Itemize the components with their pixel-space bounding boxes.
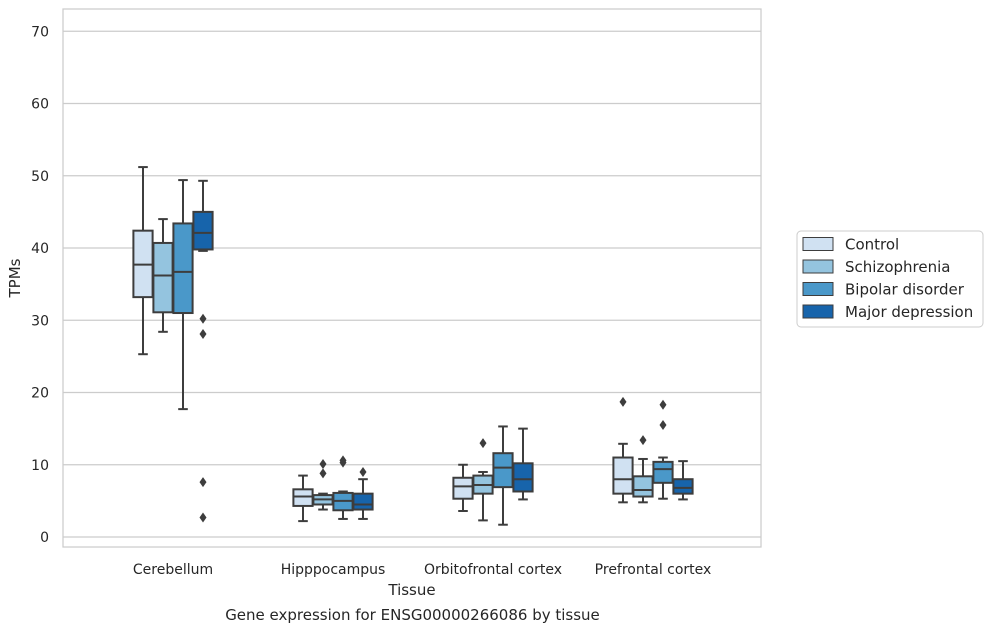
figure-caption: Gene expression for ENSG00000266086 by t… <box>225 606 600 624</box>
y-tick-label: 50 <box>31 169 49 185</box>
box-control-3 <box>612 396 634 504</box>
plot-frame <box>62 8 762 548</box>
outlier-point <box>359 466 367 477</box>
outlier-point <box>339 455 347 466</box>
outlier-point <box>199 512 207 523</box>
legend-frame <box>796 230 984 328</box>
box-control-0 <box>132 166 154 356</box>
y-tick-label: 30 <box>31 313 49 329</box>
legend-swatch <box>802 282 834 296</box>
x-tick-label: Prefrontal cortex <box>595 562 712 578</box>
legend-swatch <box>802 304 834 319</box>
box-iqr <box>292 488 314 507</box>
y-tick-label: 20 <box>31 386 49 402</box>
box-iqr <box>652 460 674 484</box>
box-major-depression-3 <box>672 460 694 501</box>
x-tick-label: Orbitofrontal cortex <box>424 562 562 578</box>
legend-label: Schizophrenia <box>845 258 950 276</box>
box-control-2 <box>452 463 474 512</box>
box-major-depression-2 <box>512 427 534 501</box>
outlier-point <box>199 313 207 324</box>
y-tick-label: 0 <box>40 530 49 546</box>
y-tick-label: 70 <box>31 24 49 40</box>
box-iqr <box>172 222 194 315</box>
outlier-point <box>319 459 327 470</box>
outlier-point <box>659 399 667 410</box>
box-iqr <box>352 492 374 511</box>
y-tick-label: 60 <box>31 97 49 113</box>
outlier-point <box>319 468 327 479</box>
box-iqr <box>152 241 174 314</box>
y-tick-label: 40 <box>31 241 49 257</box>
box-iqr <box>512 462 534 493</box>
box-iqr <box>492 452 514 489</box>
outlier-point <box>479 438 487 449</box>
box-iqr <box>612 456 634 495</box>
y-tick-labels: 0 10 20 30 40 50 60 70 <box>31 24 49 546</box>
box-iqr <box>672 478 694 495</box>
box-iqr <box>632 475 654 498</box>
box-major-depression-0 <box>192 179 214 523</box>
box-bipolar-disorder-1 <box>332 455 354 520</box>
x-tick-labels: Cerebellum Hipppocampus Orbitofrontal cort… <box>133 562 711 578</box>
outlier-point <box>619 396 627 407</box>
outlier-point <box>199 477 207 488</box>
legend: Control Schizophrenia Bipolar disorder Majo… <box>796 230 984 328</box>
box-iqr <box>452 476 474 500</box>
box-schizophrenia-1 <box>312 459 334 511</box>
y-tick-label: 10 <box>31 458 49 474</box>
legend-swatch <box>802 259 834 274</box>
outlier-point <box>659 420 667 431</box>
legend-label: Control <box>845 236 899 254</box>
x-axis-title: Tissue <box>387 581 435 599</box>
box-bipolar-disorder-0 <box>172 179 194 411</box>
box-schizophrenia-3 <box>632 435 654 504</box>
box-iqr <box>192 210 214 251</box>
legend-label: Bipolar disorder <box>845 281 965 299</box>
legend-swatch <box>802 237 834 251</box>
x-tick-label: Hipppocampus <box>281 562 386 578</box>
box-bipolar-disorder-3 <box>652 399 674 500</box>
y-axis-title: TPMs <box>6 258 24 298</box>
box-major-depression-1 <box>352 466 374 520</box>
legend-label: Major depression <box>845 303 973 321</box>
x-tick-label: Cerebellum <box>133 562 213 578</box>
outlier-point <box>639 435 647 446</box>
boxes <box>132 166 694 526</box>
outlier-point <box>199 328 207 339</box>
gridlines <box>63 30 761 538</box>
